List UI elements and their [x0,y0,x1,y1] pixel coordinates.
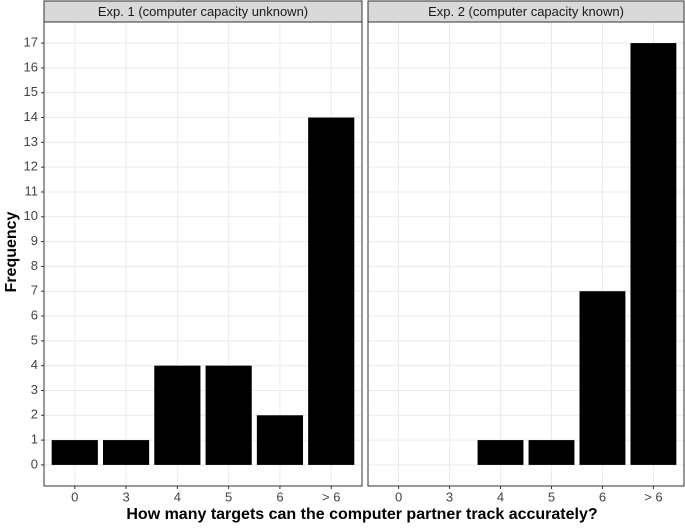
x-tick-label: 4 [497,489,504,504]
y-tick-label: 8 [31,258,38,273]
y-tick-label: 10 [24,208,38,223]
bar [154,365,201,465]
x-tick-label: > 6 [322,489,340,504]
y-tick-label: 6 [31,307,38,322]
y-tick-label: 14 [24,109,38,124]
y-axis-title: Frequency [3,211,20,292]
y-tick-label: 5 [31,332,38,347]
x-tick-label: 4 [174,489,181,504]
panel-border [367,21,685,487]
y-tick-label: 12 [24,159,38,174]
y-tick-label: 7 [31,283,38,298]
y-tick-label: 9 [31,233,38,248]
facet-title: Exp. 1 (computer capacity unknown) [98,4,308,19]
x-tick-label: 0 [395,489,402,504]
y-tick-label: 17 [24,35,38,50]
bar [205,365,252,465]
bar [51,440,98,465]
x-tick-label: 5 [548,489,555,504]
y-tick-label: 3 [31,382,38,397]
x-tick-label: 3 [122,489,129,504]
y-tick-label: 1 [31,432,38,447]
bar [477,440,524,465]
x-axis-title: How many targets can the computer partne… [126,506,597,523]
x-tick-label: 5 [225,489,232,504]
bar [256,415,304,465]
bar [579,291,626,465]
y-tick-label: 11 [25,183,39,198]
x-tick-label: 6 [276,489,283,504]
y-tick-label: 15 [24,84,38,99]
x-tick-label: > 6 [644,489,662,504]
x-tick-label: 0 [71,489,78,504]
bar [630,43,677,465]
y-tick-label: 4 [31,357,38,372]
bar [308,117,355,465]
y-tick-label: 2 [31,407,38,422]
x-tick-label: 6 [599,489,606,504]
panel-border [43,21,363,487]
facet-title: Exp. 2 (computer capacity known) [428,4,624,19]
y-tick-label: 0 [31,456,38,471]
y-tick-label: 16 [24,59,38,74]
y-tick-label: 13 [24,134,38,149]
x-tick-label: 3 [446,489,453,504]
bar [528,440,575,465]
bar [102,440,150,465]
